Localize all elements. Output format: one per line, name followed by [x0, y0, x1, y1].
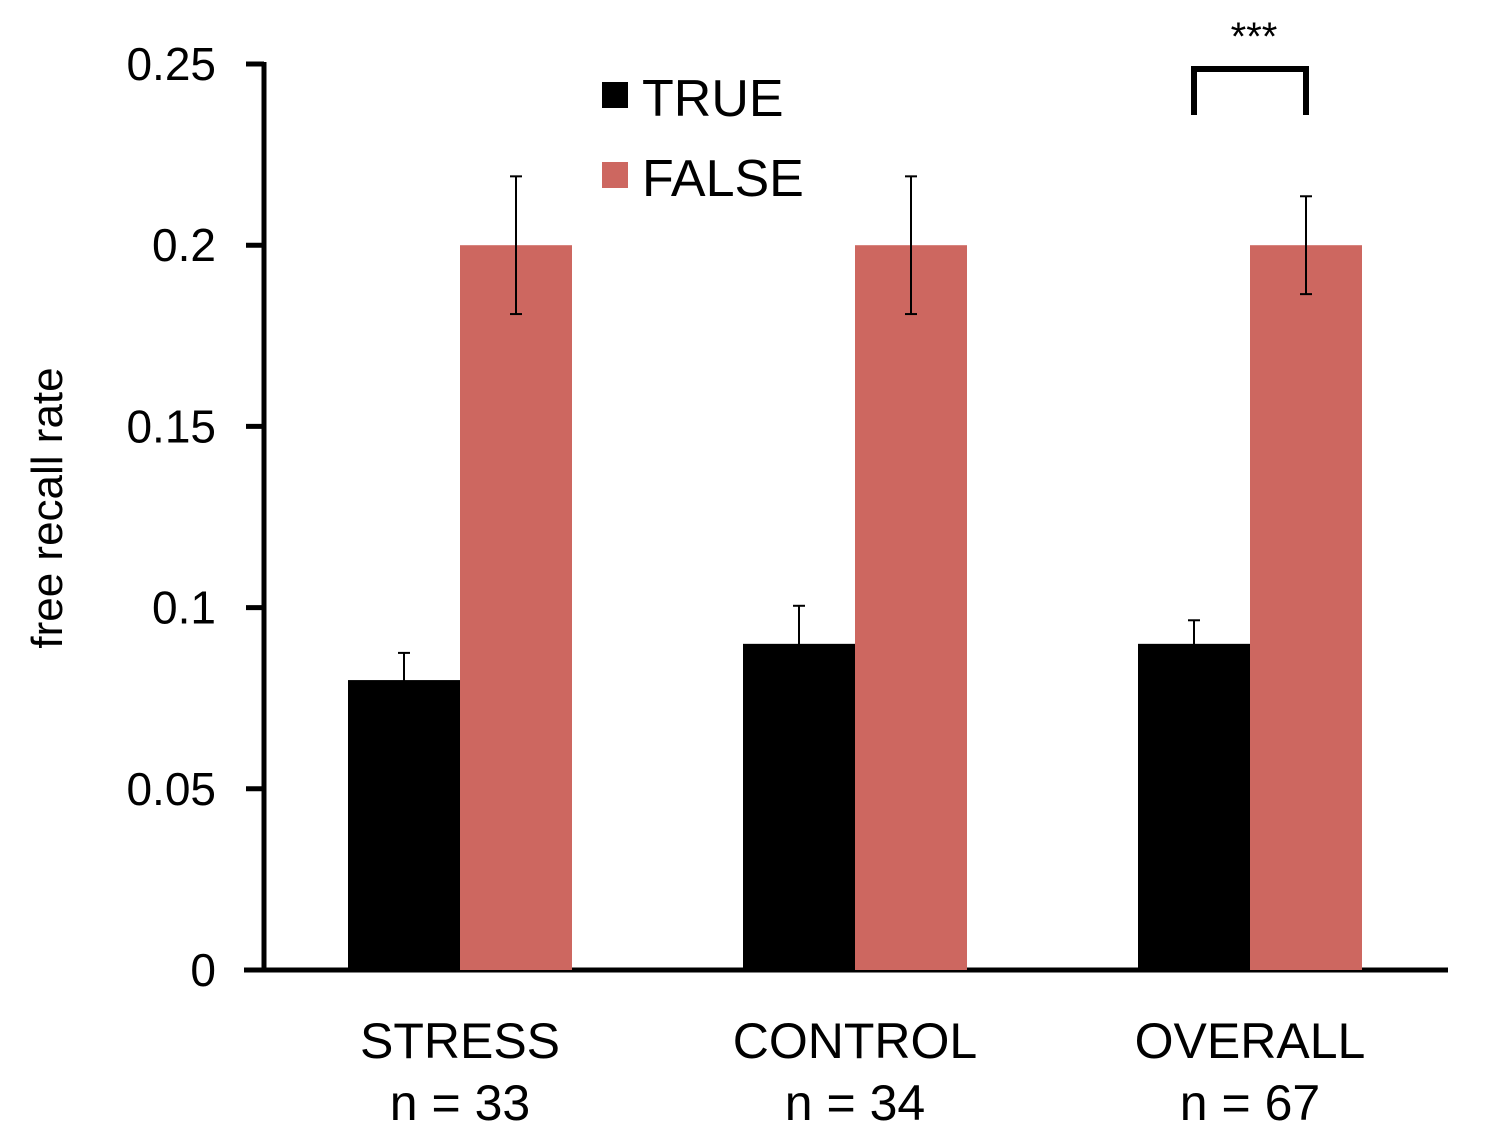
y-tick-label: 0.1: [152, 582, 216, 634]
legend: TRUE FALSE: [602, 70, 804, 208]
bar-true-stress: [348, 680, 460, 970]
x-tick-label: OVERALL: [1135, 1013, 1366, 1069]
y-tick-label: 0.25: [126, 38, 216, 90]
legend-label-false: FALSE: [642, 150, 804, 208]
legend-label-true: TRUE: [642, 70, 784, 128]
x-tick-sublabel: n = 33: [390, 1075, 530, 1131]
legend-swatch-false: [602, 162, 628, 188]
significance-bracket: [1191, 66, 1309, 115]
annotations: ***: [1191, 15, 1309, 115]
bar-true-control: [743, 643, 855, 970]
x-tick-label: CONTROL: [733, 1013, 977, 1069]
significance-label: ***: [1231, 15, 1278, 59]
error-bars: [398, 175, 1312, 709]
bar-true-overall: [1138, 643, 1250, 970]
x-tick-sublabel: n = 34: [785, 1075, 925, 1131]
x-tick-label: STRESS: [360, 1013, 560, 1069]
y-tick-label: 0.05: [126, 763, 216, 815]
bar-false-control: [855, 245, 967, 970]
axis-labels: 0 0.05 0.1 0.15 0.2 0.25 free recall rate STRES…: [23, 38, 1365, 1131]
bars: [348, 245, 1362, 970]
y-tick-label: 0.15: [126, 400, 216, 452]
x-tick-sublabel: n = 67: [1180, 1075, 1320, 1131]
legend-swatch-true: [602, 82, 628, 108]
bar-false-stress: [460, 245, 572, 970]
y-tick-label: 0: [190, 944, 216, 996]
y-axis-label: free recall rate: [23, 367, 72, 648]
y-tick-label: 0.2: [152, 219, 216, 271]
bar-false-overall: [1250, 245, 1362, 970]
